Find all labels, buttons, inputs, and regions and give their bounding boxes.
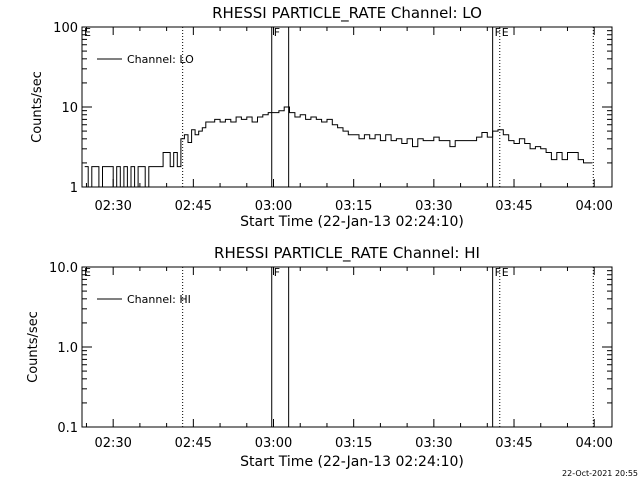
x-tick-label: 03:00 <box>255 436 292 451</box>
event-marker-label: E <box>84 266 91 279</box>
legend-entry: Channel: LO <box>127 53 194 66</box>
series-line-1 <box>84 106 593 188</box>
x-tick-label: 03:00 <box>255 199 292 214</box>
x-tick-label: 03:15 <box>335 436 372 451</box>
chart-title: RHESSI PARTICLE_RATE Channel: LO <box>212 4 482 23</box>
y-tick-label: 10 <box>61 101 78 116</box>
footer-timestamp: 22-Oct-2021 20:55 <box>562 469 638 478</box>
x-tick-label: 02:45 <box>175 199 212 214</box>
y-axis-label: Counts/sec <box>26 311 41 383</box>
event-marker-label: E <box>502 26 509 39</box>
x-tick-label: 03:45 <box>495 199 532 214</box>
y-tick-label: 1 <box>70 181 78 196</box>
x-tick-label: 04:00 <box>575 199 612 214</box>
y-axis-label: Counts/sec <box>30 71 45 143</box>
x-tick-label: 03:45 <box>495 436 532 451</box>
x-axis-label: Start Time (22-Jan-13 02:24:10) <box>240 214 464 230</box>
plot-frame <box>81 266 613 428</box>
x-tick-label: 02:30 <box>94 199 131 214</box>
chart-panel-2: RHESSI PARTICLE_RATE Channel: HI 02:30 02:… <box>26 244 613 470</box>
event-marker-label: F <box>274 266 280 279</box>
plot-frame <box>81 26 613 188</box>
chart-title: RHESSI PARTICLE_RATE Channel: HI <box>214 244 480 263</box>
event-marker-label: F <box>274 26 280 39</box>
x-tick-label: 03:30 <box>415 436 452 451</box>
event-marker-label: E <box>502 266 509 279</box>
y-tick-label: 0.1 <box>57 421 78 436</box>
x-tick-label: 02:30 <box>94 436 131 451</box>
x-tick-label: 03:30 <box>415 199 452 214</box>
y-tick-label: 100 <box>53 21 78 36</box>
y-tick-label: 1.0 <box>57 341 78 356</box>
event-marker-label: F <box>495 26 501 39</box>
x-axis-label: Start Time (22-Jan-13 02:24:10) <box>240 454 464 470</box>
x-tick-label: 04:00 <box>575 436 612 451</box>
y-tick-label: 10.0 <box>49 261 78 276</box>
x-tick-label: 03:15 <box>335 199 372 214</box>
chart-panel-1: RHESSI PARTICLE_RATE Channel: LO 02:30 02:… <box>30 4 613 230</box>
legend-entry: Channel: HI <box>127 293 191 306</box>
event-marker-label: E <box>84 26 91 39</box>
event-marker-label: F <box>495 266 501 279</box>
x-tick-label: 02:45 <box>175 436 212 451</box>
